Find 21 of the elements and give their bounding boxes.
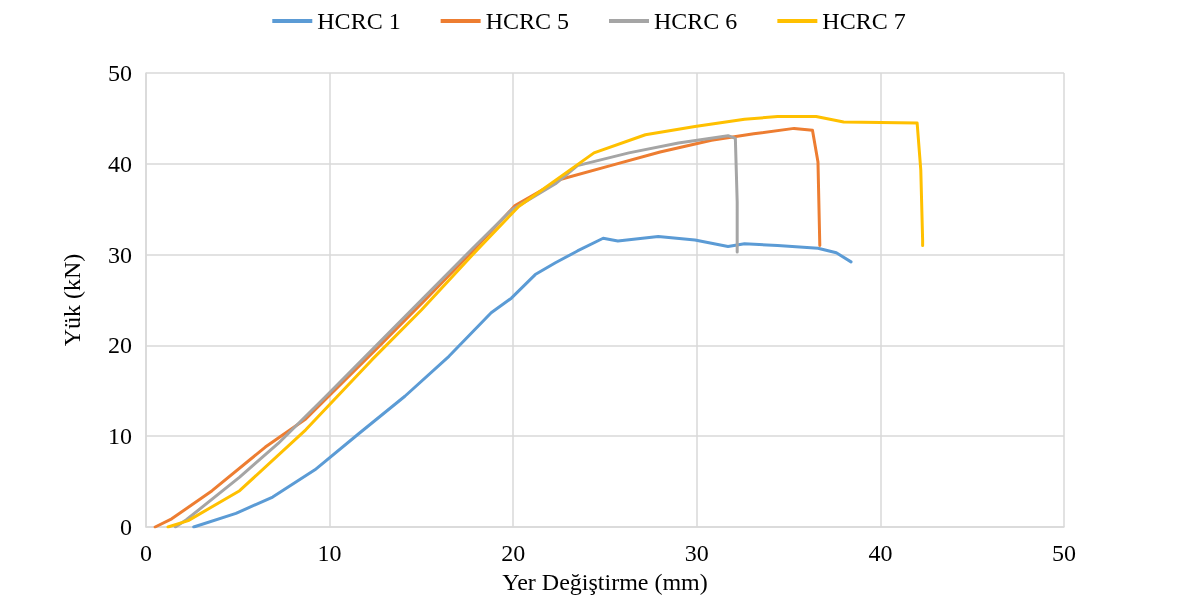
y-tick-label: 0 [120, 514, 132, 540]
x-tick-label: 20 [501, 540, 526, 566]
x-axis-title: Yer Değiştirme (mm) [502, 568, 708, 595]
y-axis-title: Yük (kN) [59, 253, 85, 347]
legend-label: HCRC 7 [822, 8, 906, 34]
line-series [173, 134, 739, 529]
legend-label: HCRC 6 [654, 8, 738, 34]
x-tick-label: 40 [868, 540, 893, 566]
y-tick-label: 50 [108, 60, 132, 86]
line-series [192, 234, 853, 529]
x-tick-label: 10 [317, 540, 342, 566]
y-tick-label: 40 [108, 150, 132, 177]
x-tick-label: 0 [140, 540, 152, 566]
x-tick-label: 30 [684, 540, 709, 566]
line-series [166, 115, 925, 529]
legend-label: HCRC 5 [485, 8, 569, 34]
x-tick-label: 50 [1052, 540, 1076, 566]
y-tick-label: 10 [108, 423, 132, 450]
y-tick-label: 20 [108, 332, 132, 359]
legend-label: HCRC 1 [317, 8, 401, 34]
y-tick-label: 30 [108, 241, 132, 268]
